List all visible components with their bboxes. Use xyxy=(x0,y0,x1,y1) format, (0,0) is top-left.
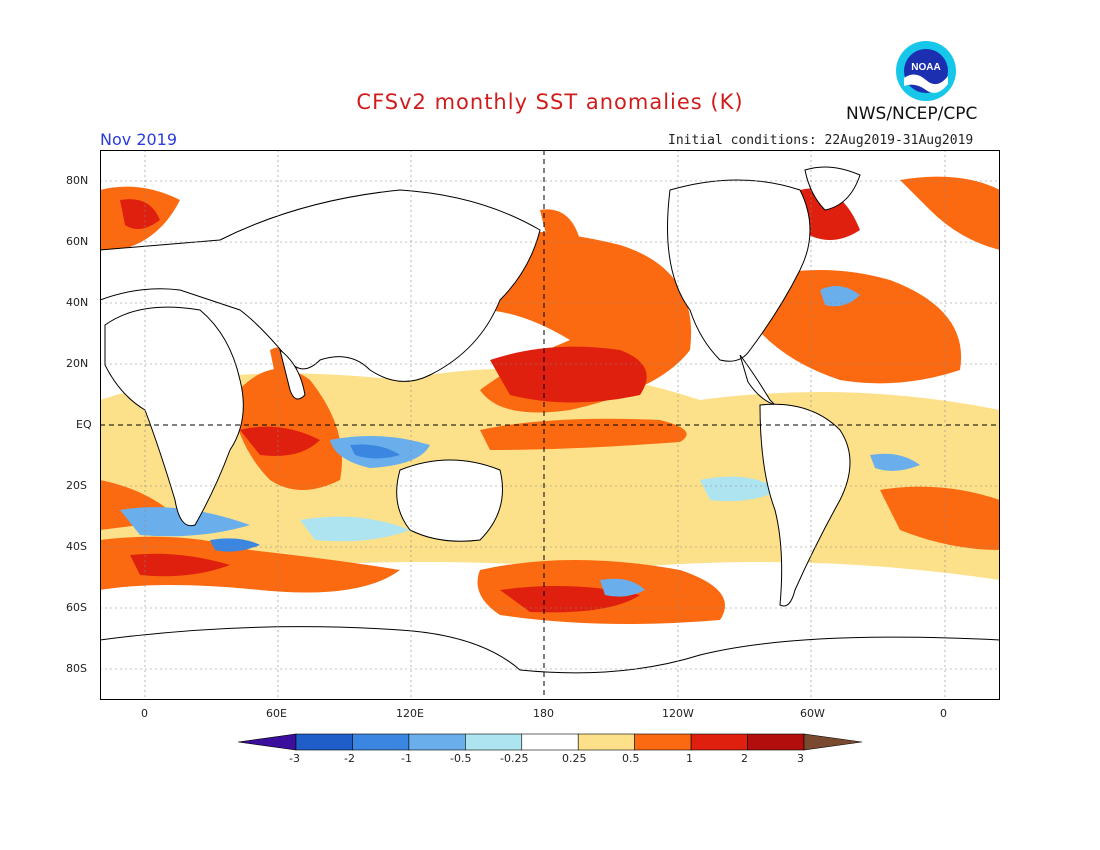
colorbar-tick: 0.5 xyxy=(622,752,640,765)
colorbar xyxy=(238,733,862,751)
lat-label: EQ xyxy=(76,418,92,431)
colorbar-cell xyxy=(352,733,410,751)
lat-label: 20N xyxy=(66,357,89,370)
colorbar-tick: -2 xyxy=(344,752,355,765)
lat-label: 80S xyxy=(66,662,87,675)
lon-label: 60E xyxy=(266,707,287,720)
lon-label: 180 xyxy=(533,707,554,720)
lat-label: 40N xyxy=(66,296,89,309)
lon-label: 120W xyxy=(662,707,694,720)
colorbar-tick: -0.25 xyxy=(500,752,529,765)
lat-label: 60S xyxy=(66,601,87,614)
colorbar-cell xyxy=(634,733,692,751)
colorbar-cell xyxy=(408,733,466,751)
initial-conditions-label: Initial conditions: 22Aug2019-31Aug2019 xyxy=(668,133,974,148)
colorbar-cell xyxy=(803,733,862,751)
sst-anomaly-map xyxy=(100,150,1000,700)
colorbar-tick: 2 xyxy=(741,752,748,765)
svg-text:NOAA: NOAA xyxy=(911,62,940,73)
colorbar-cell xyxy=(295,733,353,751)
lat-label: 60N xyxy=(66,235,89,248)
colorbar-cell xyxy=(577,733,635,751)
lat-label: 20S xyxy=(66,479,87,492)
colorbar-tick: -1 xyxy=(401,752,412,765)
lat-label: 80N xyxy=(66,174,89,187)
continents xyxy=(100,166,1000,700)
organization-label: NWS/NCEP/CPC xyxy=(846,104,978,124)
lon-label: 120E xyxy=(396,707,424,720)
colorbar-tick: 0.25 xyxy=(562,752,587,765)
lon-label: 60W xyxy=(800,707,825,720)
lat-label: 40S xyxy=(66,540,87,553)
lon-label: 0 xyxy=(940,707,947,720)
colorbar-tick: -3 xyxy=(289,752,300,765)
noaa-logo: NOAA xyxy=(895,40,957,102)
colorbar-tick: 1 xyxy=(686,752,693,765)
colorbar-tick: -0.5 xyxy=(450,752,472,765)
colorbar-cell xyxy=(690,733,748,751)
colorbar-cell xyxy=(465,733,523,751)
colorbar-cell xyxy=(747,733,805,751)
reference-lines xyxy=(100,150,1000,700)
valid-month-label: Nov 2019 xyxy=(100,130,178,149)
colorbar-cell xyxy=(521,733,579,751)
chart-title: CFSv2 monthly SST anomalies (K) xyxy=(356,90,744,114)
colorbar-tick: 3 xyxy=(797,752,804,765)
lon-label: 0 xyxy=(141,707,148,720)
colorbar-cell xyxy=(238,733,297,751)
